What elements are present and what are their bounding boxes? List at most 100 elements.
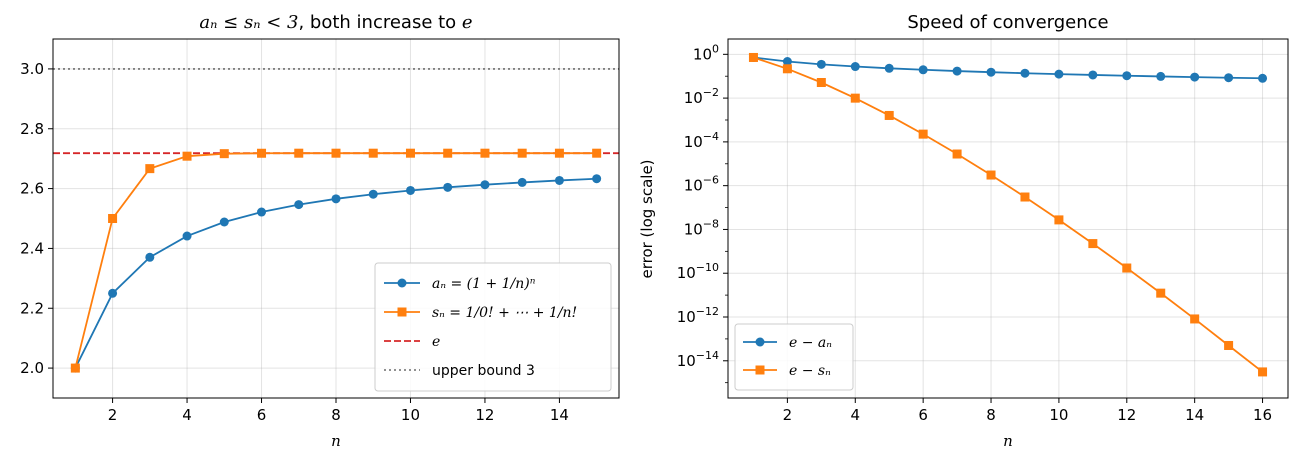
left-x-tick-label: 6: [257, 406, 267, 424]
left-legend: aₙ = (1 + 1/n)ⁿ sₙ = 1/0! + ⋯ + 1/n! e uppe…: [374, 262, 612, 392]
legend-swatch-marker: [755, 337, 765, 347]
left-chart: aₙ ≤ sₙ < 3, both increase to e 2 4 6 8 10 12…: [20, 12, 620, 450]
right-x-axis-label: n: [1003, 432, 1013, 450]
left-x-tick-label: 8: [331, 406, 341, 424]
left-legend-entry: aₙ = (1 + 1/n)ⁿ: [384, 276, 536, 292]
right-data-point: [816, 59, 826, 69]
left-data-point: [257, 207, 267, 217]
left-data-point: [145, 252, 155, 262]
left-data-point: [554, 148, 564, 158]
left-legend-entry: sₙ = 1/0! + ⋯ + 1/n!: [384, 305, 577, 321]
left-y-tick-label: 2.2: [20, 299, 44, 317]
left-data-point: [331, 194, 341, 204]
right-legend-entry: e − sₙ: [743, 363, 831, 379]
right-data-point: [952, 66, 962, 76]
right-data-point: [986, 67, 996, 77]
right-x-tick-label: 10: [1049, 406, 1068, 424]
right-x-tick-label: 8: [986, 406, 996, 424]
right-data-point: [850, 93, 860, 103]
legend-label: sₙ = 1/0! + ⋯ + 1/n!: [432, 305, 577, 321]
left-data-point: [219, 149, 229, 159]
left-data-point: [368, 148, 378, 158]
legend-label: e − sₙ: [789, 363, 831, 379]
left-data-point: [443, 182, 453, 192]
right-series: [748, 52, 1268, 377]
left-data-point: [182, 231, 192, 241]
left-data-point: [517, 177, 527, 187]
left-x-ticks: 2 4 6 8 10 12 14: [108, 398, 569, 424]
right-data-point: [1088, 70, 1098, 80]
tick-exponent: −12: [696, 305, 719, 318]
right-data-point: [816, 78, 826, 88]
left-data-point: [182, 151, 192, 161]
left-data-point: [331, 148, 341, 158]
right-data-point: [1258, 73, 1268, 83]
right-data-point: [1054, 215, 1064, 225]
right-data-point: [884, 63, 894, 73]
legend-label: e: [432, 334, 440, 350]
left-x-tick-label: 12: [475, 406, 494, 424]
right-data-point: [918, 65, 928, 75]
left-legend-entry: e: [384, 334, 440, 350]
right-series-line: [753, 56, 1263, 80]
left-y-tick-label: 3.0: [20, 60, 44, 78]
right-data-point: [748, 52, 758, 62]
right-data-point: [952, 149, 962, 159]
tick-exponent: 0: [712, 42, 719, 55]
right-x-tick-label: 4: [850, 406, 860, 424]
right-data-point: [1122, 263, 1132, 273]
right-x-tick-label: 6: [918, 406, 928, 424]
right-x-tick-label: 16: [1253, 406, 1272, 424]
left-x-axis-label: n: [331, 432, 341, 450]
left-y-tick-label: 2.8: [20, 120, 44, 138]
right-chart-title: Speed of convergence: [907, 12, 1108, 33]
left-data-point: [480, 148, 490, 158]
right-data-point: [1190, 72, 1200, 82]
left-data-point: [294, 200, 304, 210]
legend-swatch-marker: [755, 365, 765, 375]
right-data-point: [1224, 340, 1234, 350]
right-legend: e − aₙ e − sₙ: [734, 323, 854, 391]
right-data-point: [850, 62, 860, 72]
left-title-math2: e: [462, 12, 473, 33]
right-data-point: [1122, 71, 1132, 81]
right-x-ticks: 2 4 6 8 10 12 14 16: [783, 398, 1272, 424]
left-data-point: [480, 180, 490, 190]
left-legend-box: [374, 262, 612, 392]
legend-label: upper bound 3: [432, 363, 535, 379]
left-data-point: [443, 148, 453, 158]
left-y-tick-label: 2.0: [20, 359, 44, 377]
tick-exponent: −2: [703, 86, 719, 99]
legend-swatch-marker: [397, 307, 407, 317]
left-data-point: [294, 148, 304, 158]
right-data-point: [782, 57, 792, 67]
left-data-point: [517, 148, 527, 158]
right-chart: Speed of convergence 2 4 6 8 10 12 14 16 10010−…: [638, 12, 1289, 450]
right-data-point: [1258, 367, 1268, 377]
left-series: [70, 148, 602, 373]
left-data-point: [368, 189, 378, 199]
left-data-point: [219, 217, 229, 227]
left-x-tick-label: 14: [550, 406, 569, 424]
left-data-point: [405, 185, 415, 195]
right-data-point: [1054, 69, 1064, 79]
right-data-point: [918, 129, 928, 139]
left-data-point: [257, 148, 267, 158]
tick-exponent: −4: [703, 130, 719, 143]
left-data-point: [405, 148, 415, 158]
left-data-point: [108, 288, 118, 298]
left-title-math: aₙ ≤ sₙ < 3: [199, 12, 298, 33]
left-data-point: [108, 214, 118, 223]
right-data-point: [1190, 314, 1200, 324]
right-data-point: [1020, 192, 1030, 202]
tick-exponent: −8: [703, 217, 719, 230]
right-data-point: [782, 64, 792, 74]
right-data-point: [1156, 288, 1166, 298]
right-data-point: [1224, 73, 1234, 83]
right-plot-frame: [727, 38, 1289, 399]
legend-label: e − aₙ: [789, 335, 832, 351]
legend-label: aₙ = (1 + 1/n)ⁿ: [432, 276, 536, 292]
right-series-0: [748, 52, 1268, 83]
